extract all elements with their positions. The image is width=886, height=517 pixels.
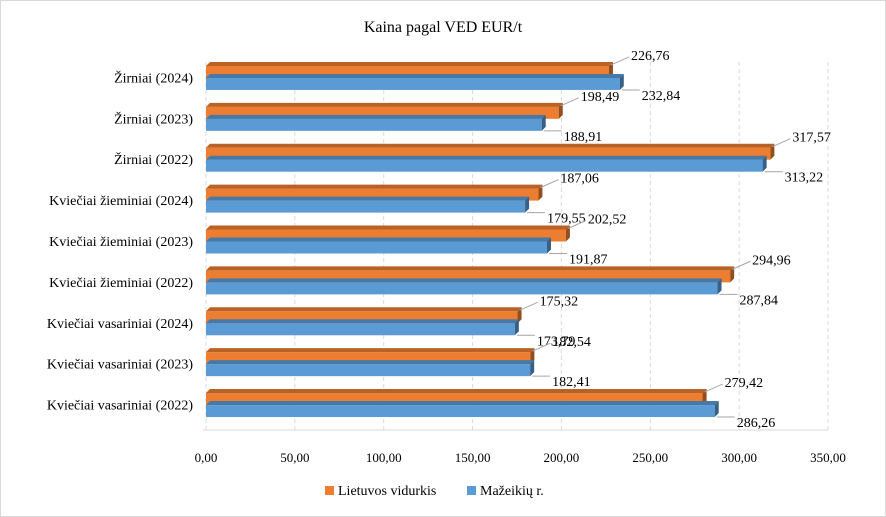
data-label: 226,76	[631, 49, 670, 64]
bar-top-face	[206, 196, 530, 201]
bar-top-face	[206, 401, 719, 406]
bar-side-face	[514, 319, 519, 336]
bar-mazeikiu	[206, 405, 715, 418]
legend-label-mazeikiu: Mažeikių r.	[480, 484, 544, 499]
bar-side-face	[565, 225, 570, 242]
data-label: 294,96	[752, 253, 791, 268]
bar-side-face	[619, 73, 624, 90]
data-label: 279,42	[725, 376, 764, 391]
x-tick-label: 100,00	[366, 450, 402, 465]
bars-group	[206, 61, 775, 418]
bar-top-face	[206, 266, 735, 271]
x-tick-label: 0,00	[195, 450, 218, 465]
bar-top-face	[206, 61, 613, 66]
data-label: 182,54	[552, 335, 591, 350]
category-label: Kviečiai žieminiai (2023)	[49, 235, 193, 250]
category-label: Žirniai (2023)	[114, 110, 193, 127]
bar-side-face	[525, 196, 530, 213]
category-label: Kviečiai vasariniai (2022)	[47, 399, 194, 414]
legend-swatch-lietuvos-vidurkis	[325, 486, 334, 495]
label-leader-line	[519, 301, 538, 311]
x-tick-label: 350,00	[810, 450, 846, 465]
bar-side-face	[714, 401, 719, 418]
x-tick-label: 200,00	[544, 450, 580, 465]
chart-title: Kaina pagal VED EUR/t	[364, 19, 523, 36]
bar-side-face	[558, 102, 563, 119]
bar-top-face	[206, 143, 775, 148]
category-labels: Žirniai (2024) Žirniai (2023) Žirniai (202…	[47, 69, 194, 413]
x-tick-labels: 0,00 50,00 100,00 150,00 200,00 250,00 300,00 3…	[195, 450, 846, 465]
bar-top-face	[206, 155, 767, 160]
data-labels: 226,76 232,84 198,49 188,91 317,57 313,22 187,…	[516, 49, 831, 431]
bar-mazeikiu	[206, 282, 718, 295]
bar-top-face	[206, 360, 535, 365]
bar-mazeikiu	[206, 200, 526, 213]
x-tick-label: 50,00	[280, 450, 309, 465]
bar-top-face	[206, 348, 535, 353]
data-label: 175,32	[540, 294, 579, 309]
label-leader-line	[704, 383, 723, 393]
bar-top-face	[206, 307, 522, 312]
data-label: 179,55	[547, 212, 586, 227]
bar-top-face	[206, 389, 707, 394]
bar-mazeikiu	[206, 118, 542, 131]
bar-top-face	[206, 184, 543, 189]
bar-top-face	[206, 278, 722, 283]
label-leader-line	[610, 56, 630, 66]
bar-top-face	[206, 102, 563, 107]
x-tick-label: 250,00	[632, 450, 668, 465]
label-leader-line	[772, 138, 791, 148]
data-label: 173,79	[537, 334, 576, 349]
data-label: 202,52	[588, 213, 627, 228]
category-label: Kviečiai vasariniai (2024)	[47, 317, 194, 332]
label-leader-line	[532, 342, 551, 352]
label-leader-line	[567, 220, 587, 229]
category-label: Žirniai (2022)	[114, 151, 193, 168]
bar-mazeikiu	[206, 241, 547, 254]
category-label: Kviečiai žieminiai (2024)	[49, 194, 193, 209]
data-label: 188,91	[564, 130, 603, 145]
bar-mazeikiu	[206, 77, 620, 90]
bar-side-face	[762, 155, 767, 172]
legend-swatch-mazeikiu	[467, 486, 476, 495]
data-label: 182,41	[552, 375, 591, 390]
data-label: 313,22	[785, 171, 824, 186]
data-label: 317,57	[792, 131, 831, 146]
label-leader-line	[731, 260, 751, 270]
bar-side-face	[546, 237, 551, 254]
legend: Lietuvos vidurkis Mažeikių r.	[325, 484, 544, 499]
x-tick-label: 150,00	[455, 450, 491, 465]
label-leader-line	[560, 97, 579, 107]
label-leader-line	[540, 179, 559, 189]
bar-top-face	[206, 73, 624, 78]
bar-mazeikiu	[206, 364, 531, 377]
bar-side-face	[530, 360, 535, 377]
data-label: 198,49	[581, 90, 620, 105]
data-label: 287,84	[740, 293, 779, 308]
x-tick-label: 300,00	[721, 450, 757, 465]
category-label: Žirniai (2024)	[114, 69, 193, 86]
data-label: 286,26	[737, 416, 776, 431]
bar-top-face	[206, 237, 551, 242]
bar-side-face	[770, 143, 775, 160]
category-label: Kviečiai žieminiai (2022)	[49, 276, 193, 291]
bar-mazeikiu	[206, 159, 763, 172]
bar-top-face	[206, 319, 519, 324]
bar-side-face	[717, 278, 722, 295]
bar-mazeikiu	[206, 323, 515, 336]
bar-top-face	[206, 114, 546, 119]
data-label: 191,87	[569, 253, 608, 268]
bar-side-face	[730, 266, 735, 283]
bar-side-face	[538, 184, 543, 201]
category-label: Kviečiai vasariniai (2023)	[47, 358, 194, 373]
legend-label-lietuvos-vidurkis: Lietuvos vidurkis	[338, 484, 436, 499]
bar-side-face	[541, 114, 546, 131]
bar-top-face	[206, 225, 570, 230]
data-label: 232,84	[642, 89, 681, 104]
data-label: 187,06	[560, 172, 599, 187]
